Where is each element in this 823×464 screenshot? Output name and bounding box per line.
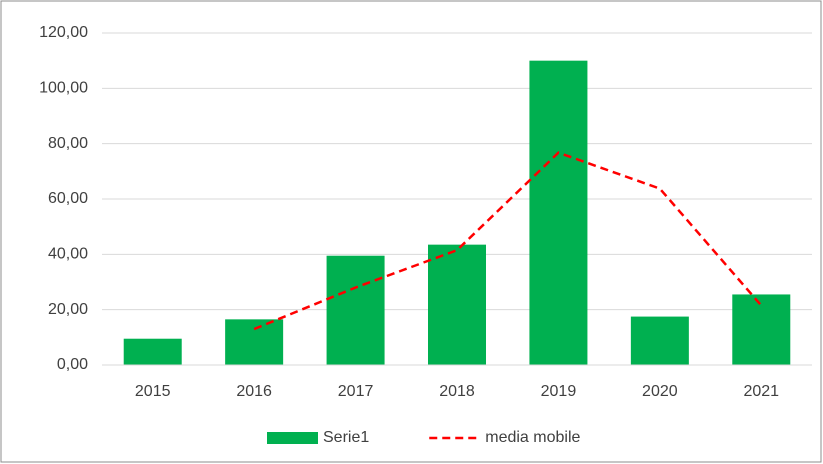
x-tick-label: 2020 <box>642 383 678 400</box>
bar <box>428 244 486 365</box>
bar <box>732 294 791 365</box>
legend-label: media mobile <box>485 429 580 446</box>
x-tick-label: 2017 <box>338 383 374 400</box>
y-tick-label: 60,00 <box>48 190 88 207</box>
bar <box>326 255 385 365</box>
bar <box>225 319 284 365</box>
y-tick-label: 20,00 <box>48 301 88 318</box>
y-tick-label: 40,00 <box>48 246 88 263</box>
x-tick-label: 2015 <box>135 383 171 400</box>
moving-average-line <box>253 151 763 331</box>
x-tick-label: 2019 <box>541 383 577 400</box>
bar <box>630 316 689 365</box>
x-tick-label: 2016 <box>236 383 272 400</box>
y-tick-label: 120,00 <box>39 24 88 41</box>
legend-label: Serie1 <box>323 429 369 446</box>
x-tick-label: 2018 <box>439 383 475 400</box>
y-tick-label: 80,00 <box>48 135 88 152</box>
bar <box>529 60 588 366</box>
bar <box>123 338 182 365</box>
y-tick-label: 100,00 <box>39 80 88 97</box>
y-tick-label: 0,00 <box>57 356 88 373</box>
x-tick-label: 2021 <box>743 383 779 400</box>
legend-swatch <box>267 432 318 444</box>
